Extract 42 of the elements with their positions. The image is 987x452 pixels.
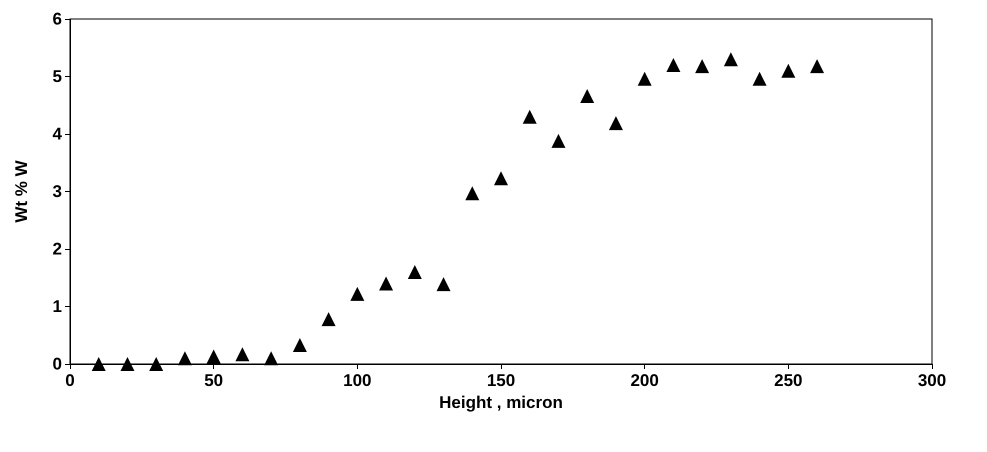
point — [810, 59, 824, 74]
point — [292, 338, 307, 352]
y-tick-label: 6 — [52, 10, 62, 28]
point — [408, 265, 422, 279]
point — [379, 276, 394, 290]
point — [206, 350, 221, 364]
point — [92, 357, 106, 371]
y-tick-label: 2 — [52, 240, 62, 258]
x-tick-label: 300 — [918, 371, 946, 390]
point — [264, 351, 278, 366]
point — [724, 52, 738, 66]
point — [638, 72, 652, 86]
point — [120, 357, 134, 371]
y-tick-label: 3 — [52, 182, 62, 201]
point — [666, 58, 680, 72]
y-axis-title: Wt % W — [12, 159, 31, 223]
point — [350, 286, 364, 301]
point — [178, 351, 192, 366]
point — [494, 171, 508, 186]
point — [752, 72, 767, 86]
y-tick-label: 0 — [52, 354, 62, 374]
point — [608, 116, 623, 130]
x-tick-label: 250 — [774, 371, 803, 390]
x-tick-label: 0 — [65, 371, 75, 390]
x-tick-label: 50 — [204, 371, 224, 390]
point — [695, 59, 710, 74]
x-tick-label: 100 — [343, 371, 372, 390]
point — [149, 357, 164, 371]
point — [465, 186, 480, 200]
point — [322, 312, 336, 326]
x-tick-label: 150 — [486, 371, 516, 390]
point — [522, 110, 537, 124]
point — [580, 89, 594, 104]
x-axis-title: Height , micron — [439, 393, 563, 412]
y-tick-label: 5 — [52, 67, 62, 86]
point — [436, 277, 451, 292]
y-tick-label: 1 — [52, 297, 62, 316]
point — [235, 347, 250, 362]
point — [551, 134, 566, 148]
x-tick-label: 200 — [630, 371, 659, 390]
y-tick-label: 4 — [52, 124, 63, 144]
point — [781, 64, 796, 78]
